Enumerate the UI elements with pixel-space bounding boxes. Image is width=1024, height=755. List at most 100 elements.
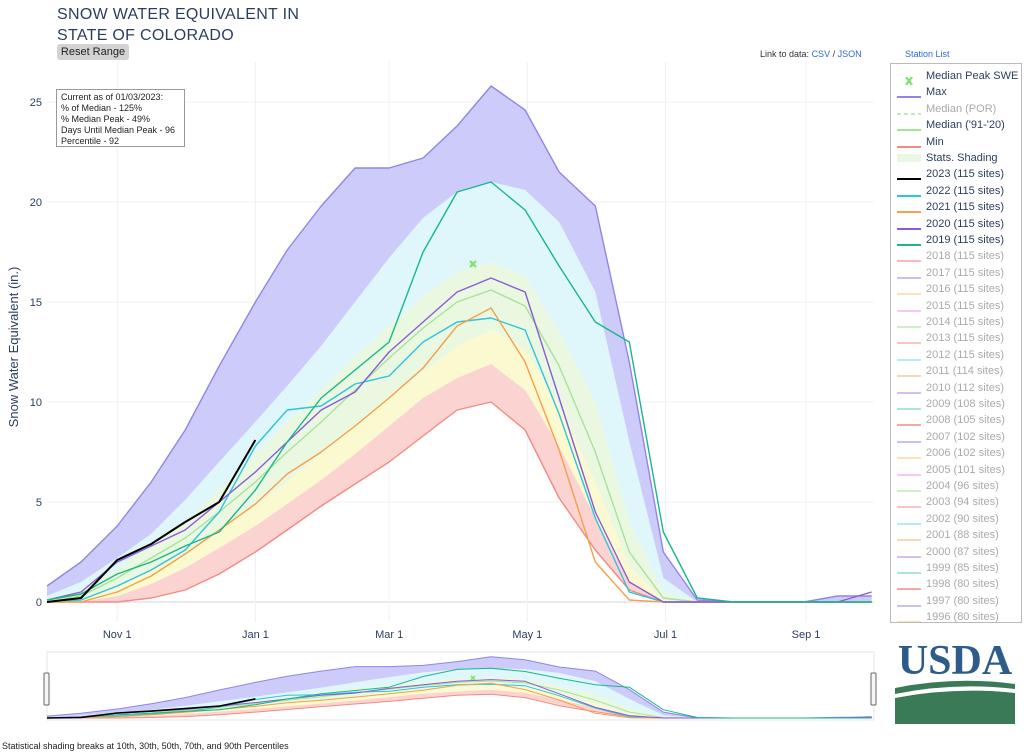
median-peak-marker[interactable] [469, 260, 477, 268]
legend-item[interactable]: Min [891, 134, 1021, 150]
legend-swatch [897, 88, 921, 99]
legend-swatch [897, 138, 921, 148]
footer-note: Statistical shading breaks at 10th, 30th… [2, 741, 289, 751]
legend-label: 2015 (115 sites) [926, 299, 1005, 312]
legend-label: Max [926, 86, 947, 99]
csv-link[interactable]: CSV [811, 49, 831, 59]
legend-item[interactable]: 1996 (80 sites) [891, 609, 1021, 622]
series-line-2023-115-sites[interactable] [46, 698, 256, 719]
json-link[interactable]: JSON [837, 49, 862, 59]
legend-swatch [897, 433, 921, 443]
band-p10-min [47, 689, 872, 718]
legend-label: 2013 (115 sites) [926, 332, 1005, 345]
legend-item[interactable]: 2005 (101 sites) [891, 462, 1021, 478]
legend-label: 2005 (101 sites) [926, 463, 1005, 476]
legend-item[interactable]: 2000 (87 sites) [891, 544, 1021, 560]
info-pct-median: % of Median - 125% [61, 103, 143, 113]
y-tick-label: 0 [36, 597, 42, 609]
legend-item[interactable]: 2018 (115 sites) [891, 248, 1021, 264]
legend-item[interactable]: 2020 (115 sites) [891, 216, 1021, 232]
chart-title: SNOW WATER EQUIVALENT IN STATE OF COLORA… [57, 4, 299, 46]
legend-item[interactable]: 2014 (115 sites) [891, 314, 1021, 330]
info-pct-median-peak: % Median Peak - 49% [61, 114, 151, 124]
legend-label: 2009 (108 sites) [926, 398, 1005, 410]
y-tick-label: 5 [36, 497, 42, 509]
legend-label: 2018 (115 sites) [926, 250, 1005, 263]
legend-item[interactable]: Max [891, 84, 1021, 100]
legend-item[interactable]: 2013 (115 sites) [891, 330, 1021, 346]
station-list-link[interactable]: Station List [905, 49, 950, 59]
chart-legend: Median Peak SWE Max Median (POR) Median ('9… [890, 63, 1022, 623]
legend-item[interactable]: 2009 (108 sites) [891, 396, 1021, 412]
legend-swatch [897, 318, 921, 328]
legend-swatch [897, 384, 921, 394]
legend-item[interactable]: 2017 (115 sites) [891, 265, 1021, 281]
y-axis-label: Snow Water Equivalent (in.) [6, 267, 21, 428]
band-p10-min [47, 364, 872, 602]
legend-swatch [897, 580, 921, 591]
usda-logo-text: USDA [898, 638, 1013, 684]
links-separator: / [832, 49, 836, 59]
legend-item[interactable]: 1997 (80 sites) [891, 593, 1021, 609]
legend-swatch [897, 564, 921, 574]
legend-item[interactable]: 2021 (115 sites) [891, 199, 1021, 215]
legend-label: 2023 (115 sites) [926, 168, 1005, 181]
series-line-2023-115-sites[interactable] [46, 439, 257, 603]
current-stats-box: Current as of 01/03/2023: % of Median - … [56, 89, 185, 147]
reset-range-button[interactable]: Reset Range [57, 44, 129, 60]
legend-label: Stats. Shading [926, 152, 998, 164]
legend-item[interactable]: 2023 (115 sites) [891, 166, 1021, 182]
mini-median-peak-marker [470, 675, 476, 681]
legend-item[interactable]: 2019 (115 sites) [891, 232, 1021, 248]
legend-label: 2017 (115 sites) [926, 266, 1005, 279]
range-handle-left[interactable] [43, 672, 50, 706]
legend-item[interactable]: 2010 (112 sites) [891, 380, 1021, 396]
legend-label: 2006 (102 sites) [926, 447, 1005, 460]
legend-swatch [897, 466, 921, 476]
x-tick-label: Jul 1 [654, 629, 677, 641]
legend-item[interactable]: 2001 (88 sites) [891, 527, 1021, 543]
legend-item[interactable]: 2012 (115 sites) [891, 347, 1021, 363]
usda-logo: USDA [894, 638, 1016, 724]
legend-item[interactable]: Median (POR) [891, 101, 1021, 117]
legend-label: 2001 (88 sites) [926, 529, 999, 542]
series-line-2019-115-sites[interactable] [46, 181, 872, 603]
legend-label: 2012 (115 sites) [926, 348, 1005, 361]
x-tick-label: Sep 1 [792, 629, 821, 641]
band-p70-p30 [47, 262, 872, 602]
legend-label: 2011 (114 sites) [926, 365, 1004, 378]
info-days-until-peak: Days Until Median Peak - 96 [61, 125, 176, 135]
legend-item[interactable]: 2006 (102 sites) [891, 445, 1021, 461]
chart-title-line2: STATE OF COLORADO [57, 27, 234, 44]
legend-item[interactable]: Median ('91-'20) [891, 117, 1021, 133]
legend-item[interactable]: 2008 (105 sites) [891, 412, 1021, 428]
legend-item[interactable]: 1998 (80 sites) [891, 576, 1021, 592]
legend-swatch [897, 400, 921, 410]
legend-swatch [897, 613, 921, 622]
legend-item[interactable]: 2004 (96 sites) [891, 478, 1021, 494]
series-line-2019-115-sites[interactable] [46, 667, 872, 719]
legend-item[interactable]: 2007 (102 sites) [891, 429, 1021, 445]
legend-label: Min [926, 135, 944, 148]
legend-item[interactable]: 2003 (94 sites) [891, 494, 1021, 510]
legend-swatch [897, 154, 921, 162]
legend-label: Median (POR) [926, 102, 997, 115]
legend-item[interactable]: Stats. Shading [891, 150, 1021, 166]
legend-item[interactable]: 2022 (115 sites) [891, 183, 1021, 199]
legend-swatch [897, 285, 921, 295]
chart-title-line1: SNOW WATER EQUIVALENT IN [57, 6, 300, 23]
y-tick-label: 25 [30, 97, 42, 109]
legend-item[interactable]: 2002 (90 sites) [891, 511, 1021, 527]
legend-item[interactable]: Median Peak SWE [891, 68, 1021, 86]
y-tick-label: 20 [30, 197, 42, 209]
legend-item[interactable]: 2016 (115 sites) [891, 281, 1021, 297]
legend-label: Median Peak SWE [926, 70, 1019, 82]
x-tick-label: Nov 1 [103, 629, 132, 641]
range-handle-right[interactable] [870, 672, 877, 706]
x-tick-label: Jan 1 [242, 629, 269, 641]
legend-item[interactable]: 1999 (85 sites) [891, 560, 1021, 576]
legend-item[interactable]: 2011 (114 sites) [891, 363, 1021, 379]
legend-item[interactable]: 2015 (115 sites) [891, 298, 1021, 314]
y-tick-label: 15 [30, 297, 42, 309]
